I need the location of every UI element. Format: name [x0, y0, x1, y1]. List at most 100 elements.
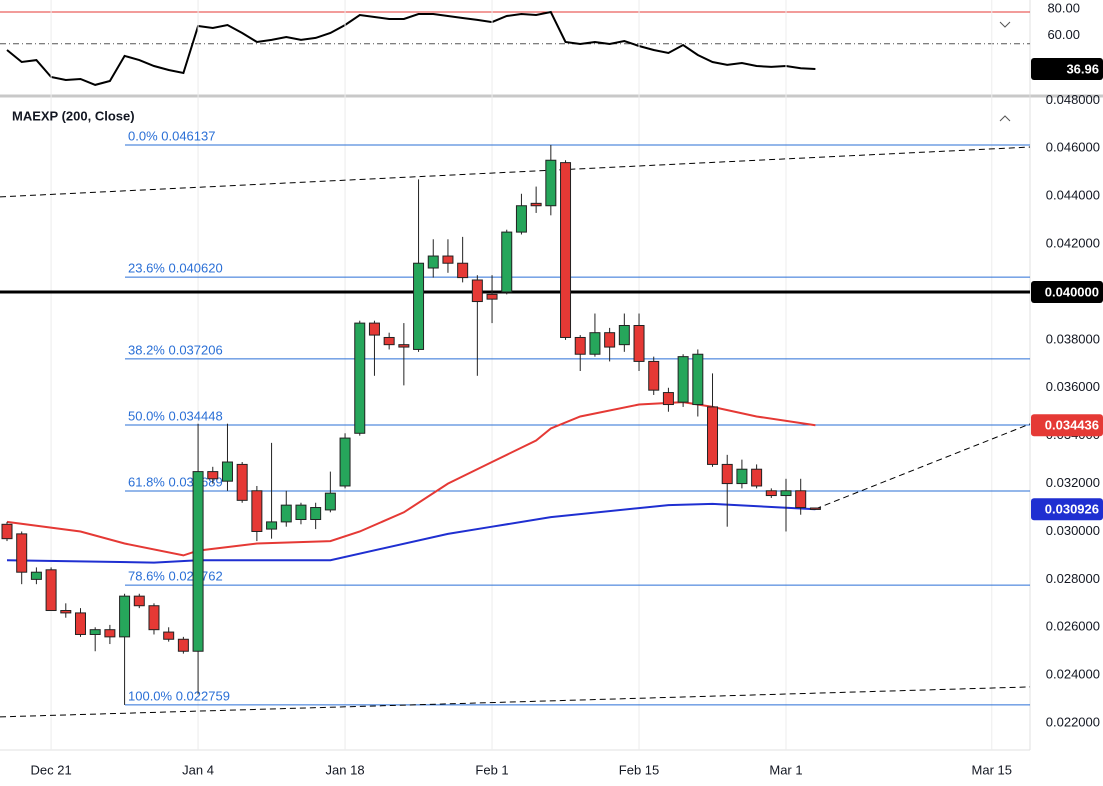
- candle-body: [574, 336, 586, 355]
- candle-body: [177, 638, 189, 652]
- collapse-icon[interactable]: [999, 21, 1011, 28]
- trendline: [0, 146, 1031, 198]
- x-tick-label: Feb 1: [475, 762, 508, 777]
- candle-body: [457, 262, 469, 279]
- candle-body: [560, 162, 572, 338]
- candle-body: [486, 293, 498, 300]
- candle-body: [751, 468, 763, 487]
- candle-body: [721, 463, 733, 485]
- candle-body: [648, 360, 660, 391]
- price-badge-label: 0.034436: [1045, 418, 1099, 433]
- candle-body: [589, 332, 601, 355]
- candle-body: [74, 612, 86, 635]
- candle-body: [133, 595, 145, 607]
- fib-label: 0.0% 0.046137: [128, 128, 215, 143]
- candle-body: [413, 262, 425, 350]
- price-badge: [1031, 414, 1103, 437]
- candle-body: [310, 507, 322, 521]
- trendline: [0, 686, 1031, 718]
- candle-body: [368, 322, 380, 336]
- candle-body: [809, 507, 821, 510]
- candle-body: [354, 322, 366, 434]
- fib-label: 78.6% 0.027762: [128, 569, 223, 584]
- candle-body: [324, 492, 336, 511]
- price-badge: [1031, 57, 1103, 80]
- candle-body: [207, 471, 219, 480]
- candle-body: [604, 332, 616, 348]
- trendline: [815, 423, 1031, 510]
- price-badge-label: 36.96: [1066, 61, 1099, 76]
- y-tick-label: 0.042000: [1046, 235, 1100, 250]
- candle-body: [60, 610, 72, 614]
- price-badge-label: 0.030926: [1045, 502, 1099, 517]
- y-tick-label: 0.028000: [1046, 571, 1100, 586]
- price-badge: [1031, 498, 1103, 521]
- y-tick-label: 0.022000: [1046, 715, 1100, 730]
- price-badge-label: 0.040000: [1045, 284, 1099, 299]
- y-tick-label: 0.032000: [1046, 475, 1100, 490]
- x-tick-label: Dec 21: [30, 762, 71, 777]
- candle-body: [427, 255, 439, 269]
- candle-body: [692, 353, 704, 406]
- candle-body: [677, 356, 689, 403]
- x-tick-label: Feb 15: [619, 762, 659, 777]
- x-tick-label: Jan 4: [182, 762, 214, 777]
- moving-average: [6, 502, 816, 564]
- candle-body: [266, 521, 278, 530]
- legend-label: MAEXP (200, Close): [12, 108, 135, 123]
- y-tick-label: 0.024000: [1046, 667, 1100, 682]
- y-tick-label: 0.044000: [1046, 188, 1100, 203]
- candle-body: [515, 205, 527, 233]
- candle-body: [398, 344, 410, 348]
- price-badge: [1031, 280, 1103, 303]
- candle-body: [765, 490, 777, 497]
- candle-body: [339, 437, 351, 487]
- candle-body: [30, 571, 42, 580]
- candle-body: [251, 490, 263, 532]
- candle-body: [192, 471, 204, 652]
- candle-body: [295, 504, 307, 521]
- candle-body: [104, 629, 116, 638]
- candle-body: [16, 533, 28, 573]
- x-tick-label: Mar 1: [769, 762, 802, 777]
- candle-body: [501, 231, 513, 293]
- candle-body: [383, 336, 395, 346]
- candle-body: [736, 468, 748, 485]
- y-tick-label: 0.030000: [1046, 523, 1100, 538]
- candle-body: [530, 202, 542, 207]
- y-tick-label: 60.00: [1047, 27, 1080, 42]
- candle-body: [1, 523, 13, 540]
- candle-body: [662, 392, 674, 406]
- candle-body: [236, 463, 248, 501]
- y-tick-label: 0.046000: [1046, 140, 1100, 155]
- candle-body: [89, 629, 101, 635]
- candle-body: [442, 255, 454, 264]
- candle-body: [163, 631, 175, 640]
- candle-body: [618, 324, 630, 346]
- collapse-icon[interactable]: [999, 115, 1011, 122]
- y-tick-label: 0.026000: [1046, 619, 1100, 634]
- fib-label: 23.6% 0.040620: [128, 261, 223, 276]
- candle-body: [119, 595, 131, 638]
- candle-body: [221, 461, 233, 482]
- y-tick-label: 80.00: [1047, 0, 1080, 15]
- candle-body: [280, 504, 292, 523]
- candle-body: [633, 324, 645, 362]
- candle-body: [707, 406, 719, 465]
- candle-body: [471, 279, 483, 303]
- candle-body: [780, 490, 792, 497]
- candle-body: [148, 605, 160, 631]
- y-tick-label: 0.048000: [1046, 92, 1100, 107]
- fib-label: 100.0% 0.022759: [128, 688, 230, 703]
- candle-body: [45, 569, 57, 612]
- x-tick-label: Mar 15: [972, 762, 1012, 777]
- candle-body: [545, 159, 557, 207]
- y-tick-label: 0.038000: [1046, 331, 1100, 346]
- fib-label: 50.0% 0.034448: [128, 408, 223, 423]
- rsi-line: [6, 10, 816, 86]
- candle-body: [795, 490, 807, 509]
- fib-label: 38.2% 0.037206: [128, 342, 223, 357]
